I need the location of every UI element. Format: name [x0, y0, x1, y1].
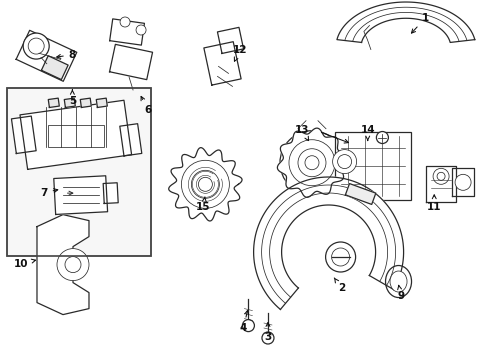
Text: 15: 15 [196, 197, 210, 212]
Text: 9: 9 [397, 285, 404, 301]
Circle shape [23, 33, 49, 59]
Polygon shape [345, 184, 375, 204]
Circle shape [376, 131, 387, 144]
Polygon shape [217, 27, 243, 53]
Circle shape [297, 149, 325, 177]
Text: 2: 2 [334, 278, 344, 293]
Polygon shape [41, 56, 68, 80]
Polygon shape [253, 177, 403, 310]
Polygon shape [109, 44, 152, 80]
Circle shape [280, 131, 343, 195]
Text: 7: 7 [40, 188, 58, 198]
Bar [7, 88, 150, 256]
Polygon shape [20, 100, 131, 169]
Polygon shape [336, 2, 474, 42]
Text: 3: 3 [264, 323, 271, 342]
Text: 10: 10 [14, 258, 36, 269]
Polygon shape [120, 124, 142, 156]
Polygon shape [203, 42, 241, 85]
Circle shape [181, 160, 229, 208]
Circle shape [198, 177, 212, 191]
Polygon shape [54, 176, 107, 215]
Polygon shape [64, 98, 75, 107]
Bar [7, 88, 150, 256]
Circle shape [191, 170, 219, 198]
Circle shape [332, 150, 356, 174]
Polygon shape [37, 215, 89, 315]
Ellipse shape [389, 271, 406, 292]
Polygon shape [80, 98, 91, 107]
Circle shape [454, 174, 470, 190]
Text: 1: 1 [410, 13, 428, 33]
Polygon shape [48, 98, 59, 107]
Circle shape [288, 140, 334, 186]
Polygon shape [451, 168, 473, 196]
Polygon shape [16, 30, 77, 81]
Text: 4: 4 [239, 311, 248, 333]
Text: 8: 8 [57, 50, 76, 60]
Polygon shape [103, 183, 118, 203]
Polygon shape [11, 116, 36, 153]
Circle shape [57, 249, 89, 280]
Text: 12: 12 [232, 45, 246, 61]
Polygon shape [96, 98, 107, 107]
Bar [48, 125, 103, 147]
Circle shape [325, 242, 355, 272]
Text: 5: 5 [69, 90, 76, 106]
Text: 13: 13 [294, 125, 309, 141]
Circle shape [242, 320, 254, 332]
Circle shape [262, 332, 273, 344]
Polygon shape [277, 128, 346, 197]
Circle shape [436, 172, 444, 180]
Circle shape [136, 25, 146, 35]
Polygon shape [168, 148, 242, 221]
Circle shape [305, 156, 318, 170]
Circle shape [432, 168, 448, 184]
Ellipse shape [385, 266, 411, 297]
Text: 6: 6 [141, 96, 151, 115]
Circle shape [337, 154, 351, 168]
Circle shape [120, 17, 130, 27]
Circle shape [331, 248, 349, 266]
Circle shape [28, 38, 44, 54]
Polygon shape [425, 166, 455, 202]
Circle shape [65, 257, 81, 273]
Text: 11: 11 [426, 195, 441, 212]
Polygon shape [109, 19, 144, 45]
Text: 14: 14 [360, 125, 374, 140]
Bar [334, 132, 410, 199]
